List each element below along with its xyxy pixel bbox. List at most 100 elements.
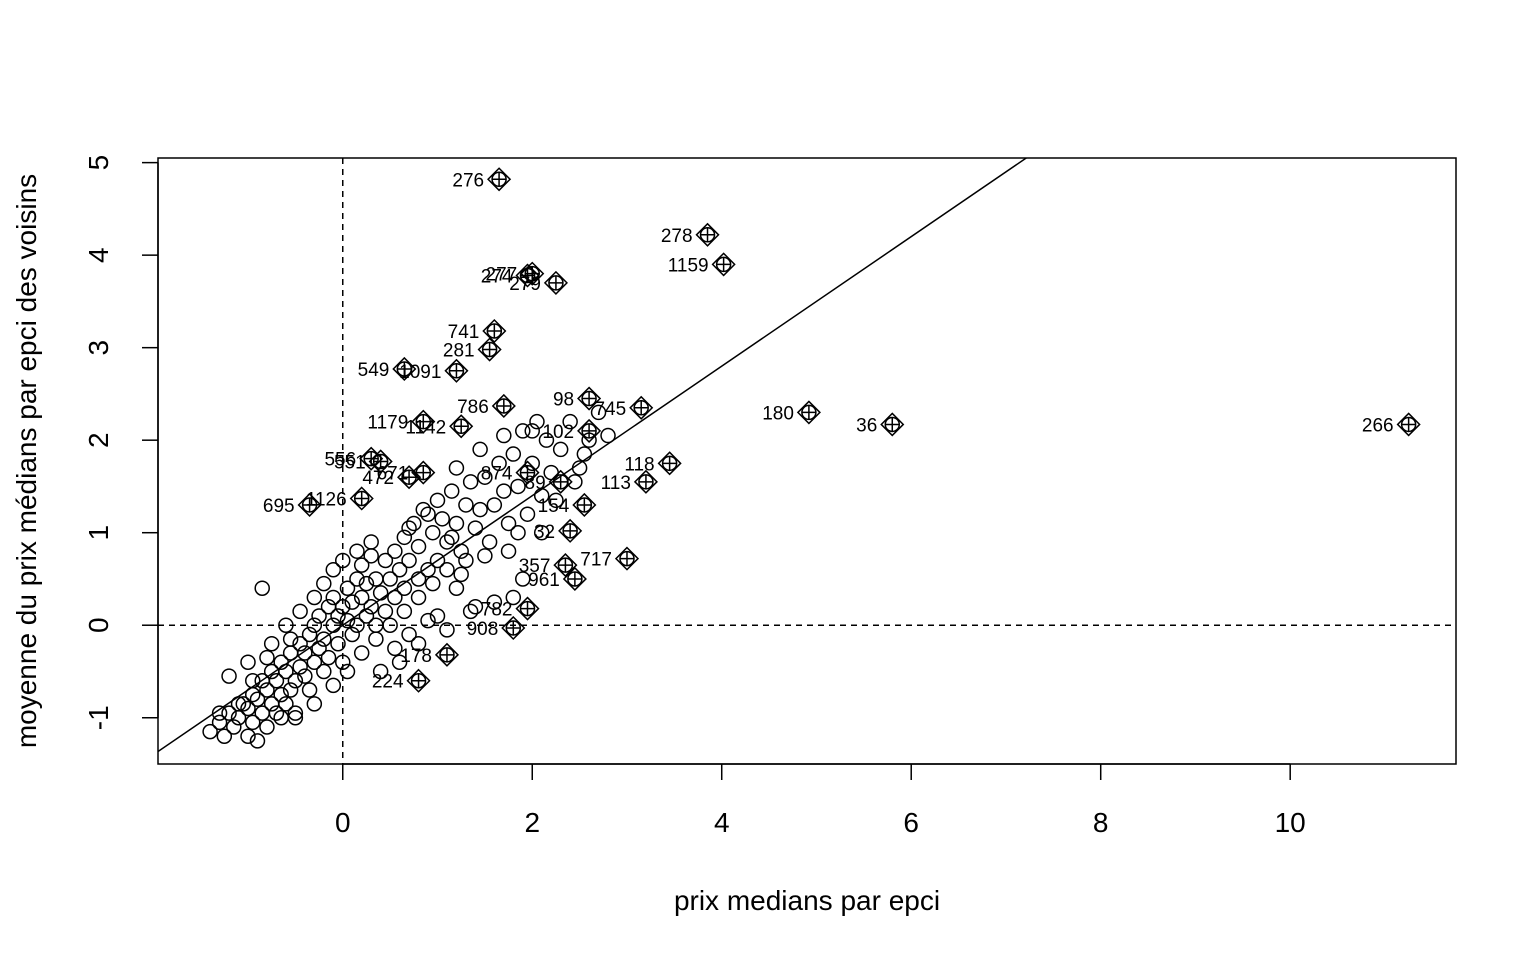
data-point (278, 663, 294, 680)
point-label: 874 (481, 464, 513, 485)
data-point (268, 672, 285, 689)
influential-point (548, 469, 573, 494)
data-point (339, 612, 356, 629)
data-point (410, 589, 427, 606)
data-point (410, 571, 427, 587)
data-point (330, 608, 346, 624)
data-point (425, 575, 441, 592)
data-point (259, 682, 275, 698)
point-label: 36 (856, 415, 877, 436)
data-point (273, 686, 289, 703)
influential-point (434, 642, 460, 667)
data-point (325, 677, 342, 694)
point-label: 1126 (306, 489, 347, 510)
influential-point (297, 492, 322, 518)
data-point (240, 654, 256, 670)
data-point (548, 492, 564, 509)
influential-point (562, 566, 587, 592)
data-point (467, 520, 484, 536)
point-label: 279 (509, 274, 541, 295)
influential-point (515, 460, 540, 485)
x-tick-label: 4 (714, 807, 730, 838)
data-point (567, 474, 583, 490)
x-tick-label: 2 (524, 807, 540, 838)
data-point (325, 561, 342, 578)
data-point (316, 663, 332, 680)
data-point (273, 654, 289, 670)
influential-point (629, 395, 654, 420)
data-point (576, 446, 593, 462)
point-label: 745 (594, 399, 626, 420)
influential-point (577, 386, 602, 411)
y-tick-label: 5 (83, 155, 114, 171)
data-point (282, 631, 299, 647)
data-point (249, 691, 266, 707)
data-point (278, 696, 294, 712)
data-point (353, 589, 370, 606)
data-point (439, 534, 455, 550)
data-point (401, 552, 417, 569)
data-point (410, 635, 427, 652)
data-point (287, 672, 304, 689)
data-point (216, 728, 233, 744)
y-axis: -1 0 1 2 3 4 5 (83, 155, 159, 730)
data-point (221, 668, 237, 684)
data-point (396, 529, 413, 546)
influential-point (491, 393, 516, 419)
point-label: 556 (324, 450, 356, 471)
data-point (263, 635, 280, 652)
data-point (377, 552, 394, 569)
data-point (571, 460, 588, 476)
data-point (391, 561, 408, 578)
data-point (415, 501, 432, 518)
influential-point (614, 546, 640, 571)
data-point (453, 566, 469, 583)
point-label: 281 (443, 341, 475, 362)
point-label: 274 (481, 266, 513, 287)
point-label: 178 (400, 646, 432, 667)
influential-point (515, 263, 540, 288)
data-point (311, 640, 327, 657)
data-point (472, 441, 488, 458)
data-point (420, 506, 436, 522)
data-point (448, 515, 465, 532)
point-label: 1179 (367, 413, 408, 434)
data-point (297, 668, 313, 684)
point-label: 741 (448, 322, 480, 343)
data-point (268, 705, 285, 721)
data-point (477, 548, 493, 564)
data-point (590, 404, 607, 421)
data-point (325, 617, 342, 633)
data-point (368, 631, 384, 647)
data-point (524, 423, 540, 439)
data-point (349, 543, 365, 559)
point-label: 717 (580, 550, 612, 571)
data-points (202, 167, 1421, 749)
point-label: 1142 (405, 417, 446, 438)
point-label: 224 (372, 672, 404, 693)
data-point (533, 524, 550, 541)
data-point (434, 511, 450, 527)
data-point (259, 719, 275, 735)
point-label: 113 (601, 473, 631, 494)
data-point (505, 589, 522, 606)
data-point (273, 709, 289, 726)
data-point (306, 654, 323, 670)
data-point (244, 714, 261, 731)
data-point (358, 575, 375, 592)
data-point (382, 571, 398, 587)
influential-point (711, 252, 736, 277)
data-point (387, 543, 403, 559)
data-point (363, 548, 379, 564)
influential-point (449, 414, 474, 439)
point-label: 908 (467, 619, 499, 640)
data-point (496, 483, 512, 499)
point-label: 786 (457, 397, 489, 418)
x-tick-label: 8 (1093, 807, 1109, 838)
data-point (420, 612, 436, 629)
point-label: 551 (334, 452, 366, 473)
point-label: 695 (263, 496, 295, 517)
data-point (226, 719, 242, 735)
point-label: 266 (1362, 415, 1394, 436)
point-label: 549 (358, 360, 390, 381)
